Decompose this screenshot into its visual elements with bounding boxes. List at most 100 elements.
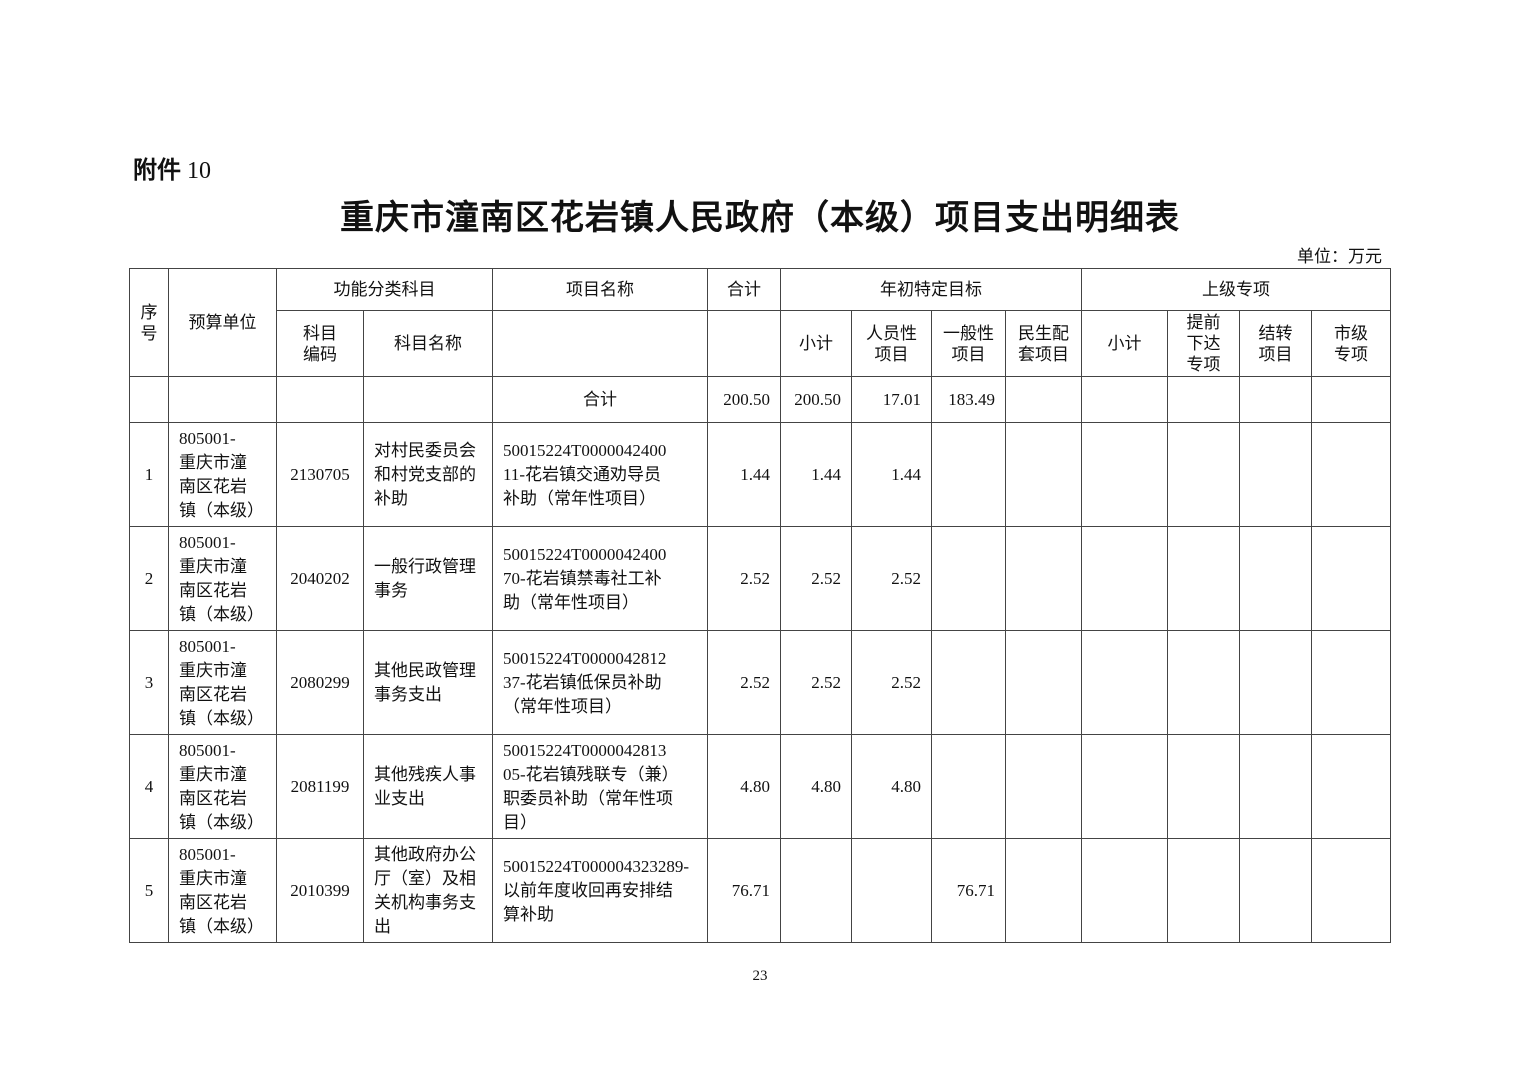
table-row: 5 805001- 重庆市潼 南区花岩 镇（本级） 2010399 其他政府办公 厅（… (129, 838, 1391, 943)
cell-unit: 805001- 重庆市潼 南区花岩 镇（本级） (168, 838, 277, 943)
header-upper-subtotal: 小计 (1081, 310, 1168, 377)
cell-empty (1005, 526, 1082, 631)
cell-empty (1311, 630, 1391, 735)
cell-general (931, 526, 1006, 631)
header-subject-name: 科目名称 (363, 310, 493, 377)
header-city: 市级 专项 (1311, 310, 1391, 377)
cell-personnel: 2.52 (851, 526, 932, 631)
cell-empty (1081, 630, 1168, 735)
table-row: 4 805001- 重庆市潼 南区花岩 镇（本级） 2081199 其他残疾人事 业支… (129, 734, 1391, 839)
cell-annual-subtotal: 1.44 (780, 422, 852, 527)
cell-annual-subtotal: 2.52 (780, 526, 852, 631)
cell-general (931, 630, 1006, 735)
cell-code: 2080299 (276, 630, 364, 735)
unit-label: 单位：万元 (1297, 247, 1382, 266)
cell-subject: 一般行政管理 事务 (363, 526, 493, 631)
header-total: 合计 (707, 268, 781, 311)
cell-empty (1081, 526, 1168, 631)
header-project-name: 项目名称 (492, 268, 708, 311)
cell-seq: 5 (129, 838, 169, 943)
cell-total: 2.52 (707, 526, 781, 631)
cell-project: 50015224T000004323289- 以前年度收回再安排结 算补助 (492, 838, 708, 943)
cell-seq: 4 (129, 734, 169, 839)
cell-seq: 1 (129, 422, 169, 527)
cell-project: 50015224T0000042400 70-花岩镇禁毒社工补 助（常年性项目） (492, 526, 708, 631)
cell-total: 2.52 (707, 630, 781, 735)
cell-personnel: 2.52 (851, 630, 932, 735)
cell-unit: 805001- 重庆市潼 南区花岩 镇（本级） (168, 630, 277, 735)
attachment-number: 10 (187, 158, 211, 184)
header-annual-group: 年初特定目标 (780, 268, 1082, 311)
cell-empty (1311, 838, 1391, 943)
cell-general (931, 734, 1006, 839)
header-func-group: 功能分类科目 (276, 268, 493, 311)
cell-subject: 其他民政管理 事务支出 (363, 630, 493, 735)
cell-general: 76.71 (931, 838, 1006, 943)
table-row: 1 805001- 重庆市潼 南区花岩 镇（本级） 2130705 对村民委员会 和村… (129, 422, 1391, 527)
cell (363, 376, 493, 423)
cell-general (931, 422, 1006, 527)
cell-project: 50015224T0000042812 37-花岩镇低保员补助 （常年性项目） (492, 630, 708, 735)
total-personnel: 17.01 (851, 376, 932, 423)
table-row: 2 805001- 重庆市潼 南区花岩 镇（本级） 2040202 一般行政管理 事… (129, 526, 1391, 631)
cell (1081, 376, 1168, 423)
cell-code: 2130705 (276, 422, 364, 527)
page-title: 重庆市潼南区花岩镇人民政府（本级）项目支出明细表 (340, 200, 1180, 237)
cell-empty (1167, 734, 1240, 839)
total-annual-subtotal: 200.50 (780, 376, 852, 423)
cell-code: 2010399 (276, 838, 364, 943)
cell-empty (1239, 422, 1312, 527)
cell-code: 2081199 (276, 734, 364, 839)
header-row-1: 序 号 预算单位 功能分类科目 项目名称 合计 年初特定目标 上级专项 (129, 268, 1391, 377)
cell-project: 50015224T0000042813 05-花岩镇残联专（兼） 职委员补助（常… (492, 734, 708, 839)
cell (1239, 376, 1312, 423)
cell-unit: 805001- 重庆市潼 南区花岩 镇（本级） (168, 526, 277, 631)
cell-empty (1167, 838, 1240, 943)
total-label: 合计 (492, 376, 708, 423)
header-row-2: 科目 编码 科目名称 小计 人员性 项目 一般性 项目 民生配 套项目 小计 提… (130, 310, 1391, 377)
cell-empty (1005, 422, 1082, 527)
cell-empty (1081, 422, 1168, 527)
header-upper-group: 上级专项 (1081, 268, 1391, 311)
cell-empty (1005, 630, 1082, 735)
cell (168, 376, 277, 423)
total-value: 200.50 (707, 376, 781, 423)
header-general: 一般性 项目 (931, 310, 1006, 377)
cell-empty (1311, 734, 1391, 839)
project-expenditure-table: 序 号 预算单位 功能分类科目 项目名称 合计 年初特定目标 上级专项 科目 编… (129, 268, 1391, 943)
cell-total: 76.71 (707, 838, 781, 943)
header-personnel: 人员性 项目 (851, 310, 932, 377)
cell (276, 376, 364, 423)
cell-project: 50015224T0000042400 11-花岩镇交通劝导员 补助（常年性项目… (492, 422, 708, 527)
cell-seq: 2 (129, 526, 169, 631)
cell-total: 4.80 (707, 734, 781, 839)
total-general: 183.49 (931, 376, 1006, 423)
attachment-text: 附件 (133, 158, 181, 184)
cell-subject: 其他政府办公 厅（室）及相 关机构事务支 出 (363, 838, 493, 943)
cell-empty (1311, 526, 1391, 631)
cell-subject: 其他残疾人事 业支出 (363, 734, 493, 839)
cell-personnel: 1.44 (851, 422, 932, 527)
cell-empty (1239, 838, 1312, 943)
cell-personnel (851, 838, 932, 943)
cell-empty (1167, 630, 1240, 735)
cell-empty (1005, 838, 1082, 943)
page-number: 23 (752, 968, 768, 984)
cell-empty (1167, 422, 1240, 527)
cell-empty (1167, 526, 1240, 631)
header-code: 科目 编码 (276, 310, 364, 377)
cell-annual-subtotal: 4.80 (780, 734, 852, 839)
header-empty (492, 310, 708, 377)
cell-subject: 对村民委员会 和村党支部的 补助 (363, 422, 493, 527)
cell-empty (1005, 734, 1082, 839)
header-unit: 预算单位 (168, 268, 277, 377)
cell (1167, 376, 1240, 423)
attachment-label: 附件 10 (133, 150, 211, 185)
cell-code: 2040202 (276, 526, 364, 631)
cell (1311, 376, 1391, 423)
cell (1005, 376, 1082, 423)
cell-annual-subtotal: 2.52 (780, 630, 852, 735)
header-advance: 提前 下达 专项 (1167, 310, 1240, 377)
cell-empty (1239, 526, 1312, 631)
cell-personnel: 4.80 (851, 734, 932, 839)
